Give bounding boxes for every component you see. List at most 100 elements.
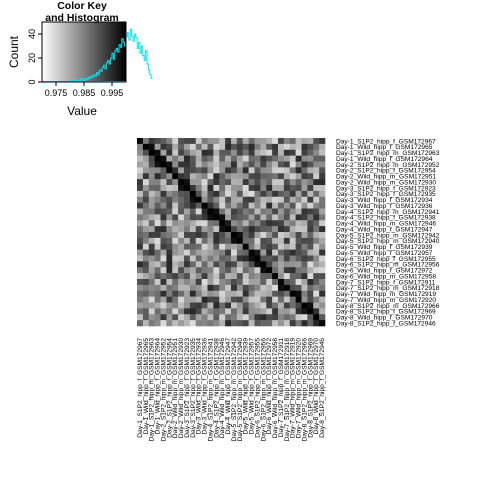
- heatmap-cell: [289, 185, 296, 192]
- heatmap-cell: [148, 214, 155, 221]
- heatmap-cell: [289, 214, 296, 221]
- heatmap-cell: [248, 290, 255, 297]
- heatmap-cell: [272, 302, 279, 309]
- heatmap-cell: [148, 190, 155, 198]
- x-tick-label: 0.995: [101, 88, 124, 98]
- heatmap-cell: [248, 320, 255, 327]
- heatmap-cell: [189, 296, 197, 303]
- heatmap-cell: [172, 279, 179, 286]
- heatmap-cell: [154, 167, 161, 174]
- heatmap-cell: [148, 149, 155, 156]
- heatmap-cell: [219, 284, 226, 292]
- heatmap-cell: [154, 208, 161, 215]
- heatmap-cell: [242, 302, 249, 309]
- heatmap-cell: [248, 308, 255, 315]
- heatmap-cell: [195, 190, 202, 198]
- heatmap-cell: [201, 255, 208, 262]
- heatmap-cell: [289, 320, 296, 327]
- heatmap-cell: [201, 314, 208, 321]
- heatmap-cell: [289, 284, 296, 292]
- row-label: Day-6_Wild_hipp_m_GSM172958: [336, 273, 436, 280]
- heatmap-cell: [278, 267, 285, 274]
- heatmap-cell: [189, 149, 197, 156]
- heatmap-cell: [313, 196, 320, 203]
- heatmap-cell: [260, 149, 267, 156]
- heatmap-cell: [313, 284, 320, 292]
- heatmap-cell: [266, 173, 273, 180]
- heatmap-cell: [207, 202, 214, 209]
- heatmap-cell: [313, 320, 320, 327]
- heatmap-cell: [272, 143, 279, 151]
- heatmap-cell: [231, 149, 238, 156]
- heatmap-cell: [213, 273, 220, 280]
- heatmap-cell: [313, 173, 320, 180]
- heatmap-cell: [272, 138, 279, 145]
- heatmap-cell: [231, 185, 238, 192]
- heatmap-cell: [172, 185, 179, 192]
- heatmap-cell: [166, 290, 173, 297]
- heatmap-cell: [184, 273, 191, 280]
- heatmap-cell: [266, 232, 273, 239]
- heatmap-cell: [225, 208, 232, 215]
- heatmap-cell: [219, 279, 226, 286]
- heatmap-cell: [289, 167, 296, 174]
- heatmap-cell: [301, 167, 308, 174]
- heatmap-cell: [319, 155, 326, 162]
- heatmap-cell: [260, 185, 267, 192]
- heatmap-cell: [301, 202, 308, 209]
- heatmap-cell: [219, 267, 226, 274]
- heatmap-cell: [207, 314, 214, 321]
- heatmap-cell: [166, 173, 173, 180]
- heatmap-cell: [201, 279, 208, 286]
- heatmap-cell: [178, 161, 185, 168]
- heatmap-cell: [189, 302, 197, 309]
- heatmap-cell: [254, 284, 261, 292]
- heatmap-cell: [142, 138, 150, 145]
- heatmap-cell: [166, 155, 173, 162]
- heatmap-cell: [295, 138, 302, 145]
- heatmap-cell: [166, 296, 173, 303]
- heatmap-cell: [295, 279, 302, 286]
- heatmap-cell: [242, 308, 249, 315]
- heatmap-cell: [307, 237, 314, 245]
- heatmap-cell: [236, 255, 244, 262]
- heatmap-cell: [154, 185, 161, 192]
- heatmap-cell: [272, 279, 279, 286]
- heatmap-cell: [242, 320, 249, 327]
- heatmap-cell: [201, 208, 208, 215]
- heatmap-cell: [231, 320, 238, 327]
- heatmap-cell: [266, 243, 273, 250]
- heatmap-cell: [225, 237, 232, 245]
- heatmap-cell: [266, 167, 273, 174]
- heatmap-cell: [313, 138, 320, 145]
- heatmap-cell: [154, 155, 161, 162]
- heatmap-cell: [142, 214, 150, 221]
- heatmap-cell: [160, 208, 167, 215]
- heatmap-cell: [178, 320, 185, 327]
- heatmap-cell: [225, 255, 232, 262]
- heatmap-cell: [242, 314, 249, 321]
- heatmap-cell: [301, 155, 308, 162]
- heatmap-cell: [236, 143, 244, 151]
- heatmap-cell: [260, 273, 267, 280]
- heatmap-cell: [260, 214, 267, 221]
- heatmap-cell: [225, 155, 232, 162]
- heatmap-cell: [254, 261, 261, 268]
- heatmap-cell: [142, 161, 150, 168]
- heatmap-cell: [160, 179, 167, 186]
- heatmap-cell: [307, 267, 314, 274]
- heatmap-cell: [178, 173, 185, 180]
- heatmap-cell: [148, 290, 155, 297]
- heatmap-cell: [166, 226, 173, 233]
- heatmap-cell: [142, 296, 150, 303]
- heatmap-cell: [248, 279, 255, 286]
- heatmap-cell: [319, 267, 326, 274]
- heatmap-cell: [278, 226, 285, 233]
- heatmap-cell: [148, 320, 155, 327]
- heatmap-cell: [184, 308, 191, 315]
- heatmap-cell: [272, 320, 279, 327]
- heatmap-cell: [172, 290, 179, 297]
- heatmap-cell: [266, 143, 273, 151]
- heatmap-cell: [148, 143, 155, 151]
- heatmap-cell: [283, 167, 291, 174]
